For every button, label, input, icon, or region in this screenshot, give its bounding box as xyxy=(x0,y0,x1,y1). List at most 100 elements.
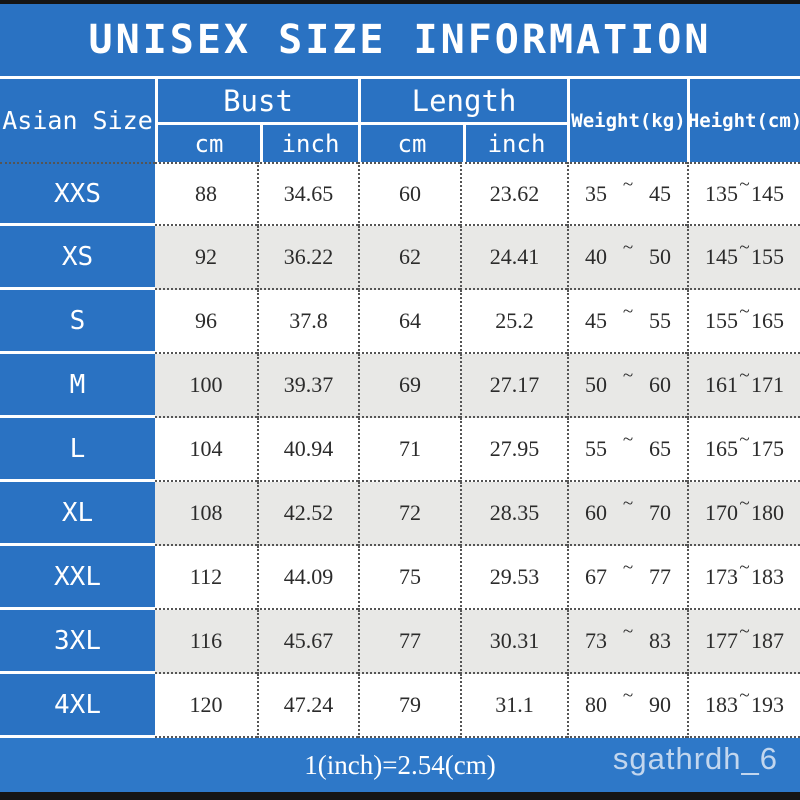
table-row: XL 108 42.52 72 28.35 60 ~ 70 170 ~ 180 xyxy=(0,482,800,546)
height-max: 145 xyxy=(751,181,784,206)
length-cm-value: 64 xyxy=(358,290,460,354)
height-range: 135 ~ 145 xyxy=(687,162,800,226)
length-cm-value: 62 xyxy=(358,226,460,290)
height-max: 165 xyxy=(751,308,784,333)
height-range: 145 ~ 155 xyxy=(687,226,800,290)
size-label: XL xyxy=(0,482,155,546)
tilde-glyph: ~ xyxy=(739,685,750,706)
weight-range: 35 ~ 45 xyxy=(567,162,687,226)
title-band: UNISEX SIZE INFORMATION xyxy=(0,4,800,79)
header-length-inch: inch xyxy=(463,125,567,162)
length-inch-value: 30.31 xyxy=(460,610,567,674)
height-min: 155 xyxy=(705,308,738,333)
bust-inch-value: 44.09 xyxy=(257,546,358,610)
bust-inch-value: 40.94 xyxy=(257,418,358,482)
height-min: 177 xyxy=(705,628,738,653)
page-title: UNISEX SIZE INFORMATION xyxy=(88,17,712,63)
height-max: 183 xyxy=(751,564,784,589)
height-range: 183 ~ 193 xyxy=(687,674,800,738)
height-max: 171 xyxy=(751,372,784,397)
header-asian-size-label: Asian Size xyxy=(2,106,153,135)
size-label: 4XL xyxy=(0,674,155,738)
weight-max: 70 xyxy=(649,500,671,525)
size-label: S xyxy=(0,290,155,354)
conversion-note: 1(inch)=2.54(cm) xyxy=(304,749,496,780)
bust-cm-value: 96 xyxy=(155,290,257,354)
weight-max: 83 xyxy=(649,628,671,653)
weight-max: 77 xyxy=(649,564,671,589)
length-inch-value: 27.17 xyxy=(460,354,567,418)
header-bust-units: cm inch xyxy=(158,125,358,162)
height-min: 165 xyxy=(705,436,738,461)
weight-min: 80 xyxy=(585,692,607,717)
height-max: 187 xyxy=(751,628,784,653)
bust-inch-value: 42.52 xyxy=(257,482,358,546)
bust-inch-value: 36.22 xyxy=(257,226,358,290)
table-row: XXS 88 34.65 60 23.62 35 ~ 45 135 ~ 145 xyxy=(0,162,800,226)
tilde-glyph: ~ xyxy=(739,301,750,322)
table-row: L 104 40.94 71 27.95 55 ~ 65 165 ~ 175 xyxy=(0,418,800,482)
height-min: 170 xyxy=(705,500,738,525)
size-label: 3XL xyxy=(0,610,155,674)
table-row: XS 92 36.22 62 24.41 40 ~ 50 145 ~ 155 xyxy=(0,226,800,290)
header-bust-group: Bust cm inch xyxy=(155,79,358,162)
table-body: XXS 88 34.65 60 23.62 35 ~ 45 135 ~ 145 … xyxy=(0,162,800,738)
size-label: L xyxy=(0,418,155,482)
length-inch-value: 25.2 xyxy=(460,290,567,354)
height-max: 155 xyxy=(751,244,784,269)
weight-min: 45 xyxy=(585,308,607,333)
tilde-glyph: ~ xyxy=(622,621,634,642)
height-range: 173 ~ 183 xyxy=(687,546,800,610)
weight-max: 50 xyxy=(649,244,671,269)
header-bust-label: Bust xyxy=(158,79,358,125)
size-label: XS xyxy=(0,226,155,290)
weight-range: 67 ~ 77 xyxy=(567,546,687,610)
length-cm-value: 69 xyxy=(358,354,460,418)
bust-inch-value: 45.67 xyxy=(257,610,358,674)
table-row: S 96 37.8 64 25.2 45 ~ 55 155 ~ 165 xyxy=(0,290,800,354)
watermark: sgathrdh_6 xyxy=(612,741,778,776)
weight-max: 45 xyxy=(649,181,671,206)
weight-range: 45 ~ 55 xyxy=(567,290,687,354)
size-label: M xyxy=(0,354,155,418)
tilde-glyph: ~ xyxy=(739,174,750,195)
height-range: 170 ~ 180 xyxy=(687,482,800,546)
header-length-group: Length cm inch xyxy=(358,79,567,162)
bust-cm-value: 88 xyxy=(155,162,257,226)
bust-inch-value: 39.37 xyxy=(257,354,358,418)
tilde-glyph: ~ xyxy=(739,621,750,642)
bottom-edge-bar xyxy=(0,792,800,800)
table-header: Asian Size Bust cm inch Length cm inch W… xyxy=(0,79,800,162)
weight-min: 35 xyxy=(585,181,607,206)
header-bust-inch: inch xyxy=(260,125,358,162)
length-inch-value: 31.1 xyxy=(460,674,567,738)
header-height: Height(cm) xyxy=(687,79,800,162)
weight-range: 60 ~ 70 xyxy=(567,482,687,546)
tilde-glyph: ~ xyxy=(622,301,634,322)
table-row: M 100 39.37 69 27.17 50 ~ 60 161 ~ 171 xyxy=(0,354,800,418)
length-cm-value: 60 xyxy=(358,162,460,226)
weight-min: 60 xyxy=(585,500,607,525)
tilde-glyph: ~ xyxy=(739,365,750,386)
table-row: 4XL 120 47.24 79 31.1 80 ~ 90 183 ~ 193 xyxy=(0,674,800,738)
tilde-glyph: ~ xyxy=(739,557,750,578)
bust-inch-value: 37.8 xyxy=(257,290,358,354)
length-cm-value: 75 xyxy=(358,546,460,610)
table-row: 3XL 116 45.67 77 30.31 73 ~ 83 177 ~ 187 xyxy=(0,610,800,674)
height-range: 155 ~ 165 xyxy=(687,290,800,354)
length-cm-value: 77 xyxy=(358,610,460,674)
weight-max: 65 xyxy=(649,436,671,461)
size-label: XXS xyxy=(0,162,155,226)
header-length-cm: cm xyxy=(397,129,427,158)
bust-cm-value: 120 xyxy=(155,674,257,738)
header-length-units: cm inch xyxy=(361,125,567,162)
height-min: 173 xyxy=(705,564,738,589)
bust-cm-value: 92 xyxy=(155,226,257,290)
height-min: 135 xyxy=(705,181,738,206)
top-edge-bar xyxy=(0,0,800,4)
height-min: 183 xyxy=(705,692,738,717)
length-inch-value: 28.35 xyxy=(460,482,567,546)
tilde-glyph: ~ xyxy=(622,493,634,514)
weight-max: 60 xyxy=(649,372,671,397)
